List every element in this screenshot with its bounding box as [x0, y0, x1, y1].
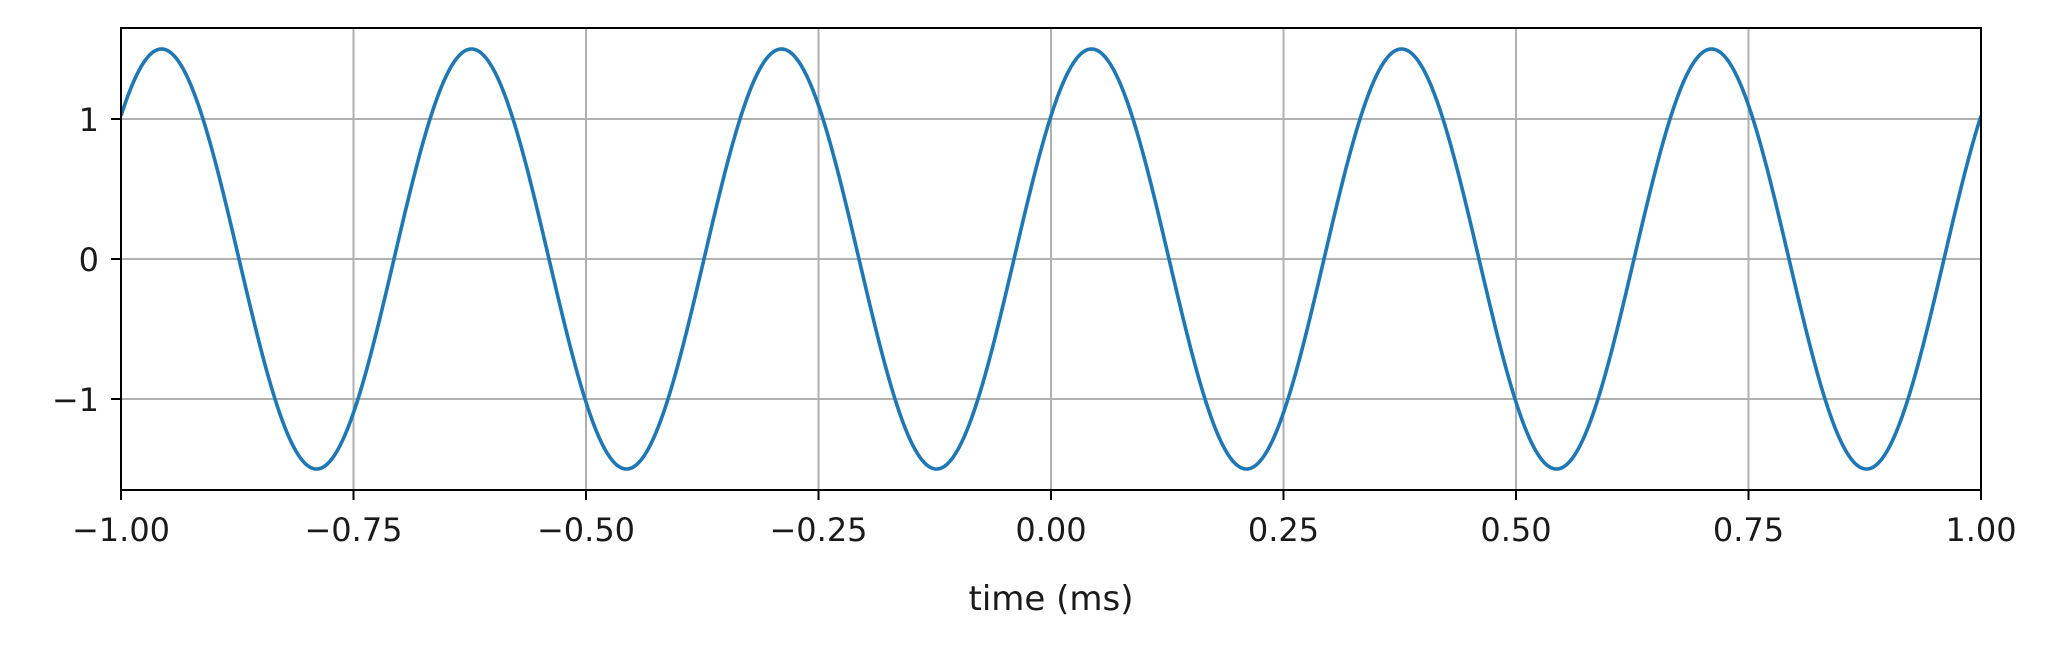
- x-tick-label: −0.75: [304, 511, 402, 549]
- x-tick-label: −0.25: [769, 511, 867, 549]
- y-tick-label: 1: [79, 101, 99, 139]
- x-tick-label: 0.25: [1248, 511, 1319, 549]
- x-axis-ticks: −1.00 −0.75 −0.50 −0.25 0.00 0.25 0.50 0.75 1.00: [72, 490, 2017, 549]
- y-tick-label: −1: [52, 381, 99, 419]
- y-tick-label: 0: [79, 241, 99, 279]
- y-axis-ticks: −1 0 1: [52, 101, 121, 419]
- signal-line: [121, 47, 1981, 471]
- x-tick-label: 0.00: [1015, 511, 1086, 549]
- x-tick-label: 0.75: [1713, 511, 1784, 549]
- x-tick-label: −1.00: [72, 511, 170, 549]
- x-axis-label: time (ms): [969, 579, 1134, 619]
- x-tick-label: −0.50: [537, 511, 635, 549]
- x-tick-label: 1.00: [1945, 511, 2016, 549]
- x-tick-label: 0.50: [1480, 511, 1551, 549]
